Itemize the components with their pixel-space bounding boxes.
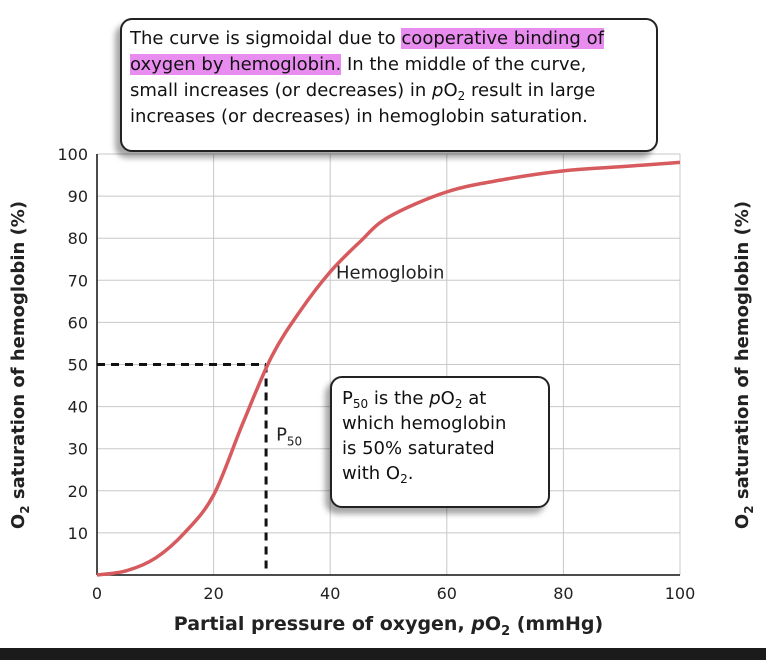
x-axis-label-part: p bbox=[470, 613, 485, 635]
x-axis-label-part: O bbox=[485, 613, 501, 635]
annotation-text: p bbox=[429, 388, 441, 409]
y-tick-label: 80 bbox=[68, 229, 88, 248]
y-tick-label: 70 bbox=[68, 271, 88, 290]
y-tick-label: 60 bbox=[68, 313, 88, 332]
annotation-line: which hemoglobin bbox=[342, 411, 538, 436]
x-tick-label: 20 bbox=[203, 584, 223, 603]
p50-label: P50 bbox=[276, 425, 302, 449]
annotation-line: P50 is the pO2 at bbox=[342, 386, 538, 411]
p50-label-text: P bbox=[276, 425, 287, 446]
annotation-text: small increases (or decreases) in bbox=[130, 80, 433, 101]
annotation-text: In the middle of the curve, bbox=[341, 54, 587, 75]
annotation-text: increases (or decreases) in hemoglobin s… bbox=[130, 106, 588, 127]
curve bbox=[96, 160, 681, 577]
x-tick-label: 40 bbox=[320, 584, 340, 603]
annotation-text: 2 bbox=[457, 89, 466, 103]
x-axis-label-part: (mmHg) bbox=[510, 613, 603, 635]
y-axis-label-part: O bbox=[732, 514, 753, 529]
x-tick-label: 60 bbox=[437, 584, 457, 603]
p50-annotation: P50 is the pO2 at which hemoglobin is 50… bbox=[330, 376, 550, 508]
x-tick-label: 100 bbox=[665, 584, 696, 603]
y-axis-label: O2 saturation of hemoglobin (%) bbox=[8, 201, 32, 529]
y-axis-label-right: O2 saturation of hemoglobin (%) bbox=[732, 201, 756, 529]
y-tick-label: 30 bbox=[68, 440, 88, 459]
y-tick-label: 40 bbox=[68, 398, 88, 417]
annotation-text: 50 bbox=[352, 397, 369, 411]
x-axis-label: Partial pressure of oxygen, pO2 (mmHg) bbox=[174, 613, 603, 639]
y-tick-label: 100 bbox=[57, 145, 88, 164]
annotation-text: The curve is sigmoidal due to bbox=[130, 28, 402, 49]
annotation-text: 2 bbox=[400, 472, 408, 486]
y-tick-label: 90 bbox=[68, 187, 88, 206]
y-axis-label-part: 2 bbox=[18, 505, 32, 513]
annotation-text: is the bbox=[368, 388, 430, 409]
annotation-text: at bbox=[462, 388, 487, 409]
annotation-line: small increases (or decreases) in pO2 re… bbox=[130, 78, 648, 104]
p50-label-sub: 50 bbox=[287, 435, 302, 449]
annotation-text: which hemoglobin bbox=[342, 413, 507, 434]
annotation-line: is 50% saturated bbox=[342, 436, 538, 461]
annotation-text: 2 bbox=[454, 397, 463, 411]
annotation-line: oxygen by hemoglobin. In the middle of t… bbox=[130, 52, 648, 78]
annotation-line: increases (or decreases) in hemoglobin s… bbox=[130, 104, 648, 130]
annotation-text: p bbox=[432, 80, 444, 101]
annotation-text: O bbox=[440, 388, 455, 409]
y-tick-label: 20 bbox=[68, 482, 88, 501]
y-axis-label-part: 2 bbox=[742, 505, 756, 513]
annotation-text: O bbox=[443, 80, 458, 101]
annotation-line: The curve is sigmoidal due to cooperativ… bbox=[130, 26, 648, 52]
annotation-line: with O2. bbox=[342, 461, 538, 486]
annotation-highlight: oxygen by hemoglobin. bbox=[130, 54, 342, 75]
top-annotation: The curve is sigmoidal due to cooperativ… bbox=[120, 18, 658, 152]
x-axis-label-part: Partial pressure of oxygen, bbox=[174, 613, 472, 635]
curve-label: Hemoglobin bbox=[336, 262, 444, 283]
x-tick-label: 80 bbox=[553, 584, 573, 603]
annotation-text: result in large bbox=[465, 80, 596, 101]
y-axis-label-part: O bbox=[8, 514, 29, 529]
y-tick-label: 50 bbox=[68, 356, 88, 375]
annotation-text: is 50% saturated bbox=[342, 438, 495, 459]
annotation-highlight: cooperative binding of bbox=[401, 28, 604, 49]
x-tick-label: 0 bbox=[92, 584, 102, 603]
y-axis-label-part: saturation of hemoglobin (%) bbox=[732, 201, 753, 505]
annotation-text: . bbox=[407, 463, 414, 484]
annotation-text: P bbox=[342, 388, 353, 409]
y-axis-label-part: saturation of hemoglobin (%) bbox=[8, 201, 29, 505]
bottom-bar bbox=[0, 648, 766, 660]
x-axis-label-part: 2 bbox=[501, 624, 510, 639]
annotation-text: with O bbox=[342, 463, 401, 484]
y-tick-label: 10 bbox=[68, 524, 88, 543]
